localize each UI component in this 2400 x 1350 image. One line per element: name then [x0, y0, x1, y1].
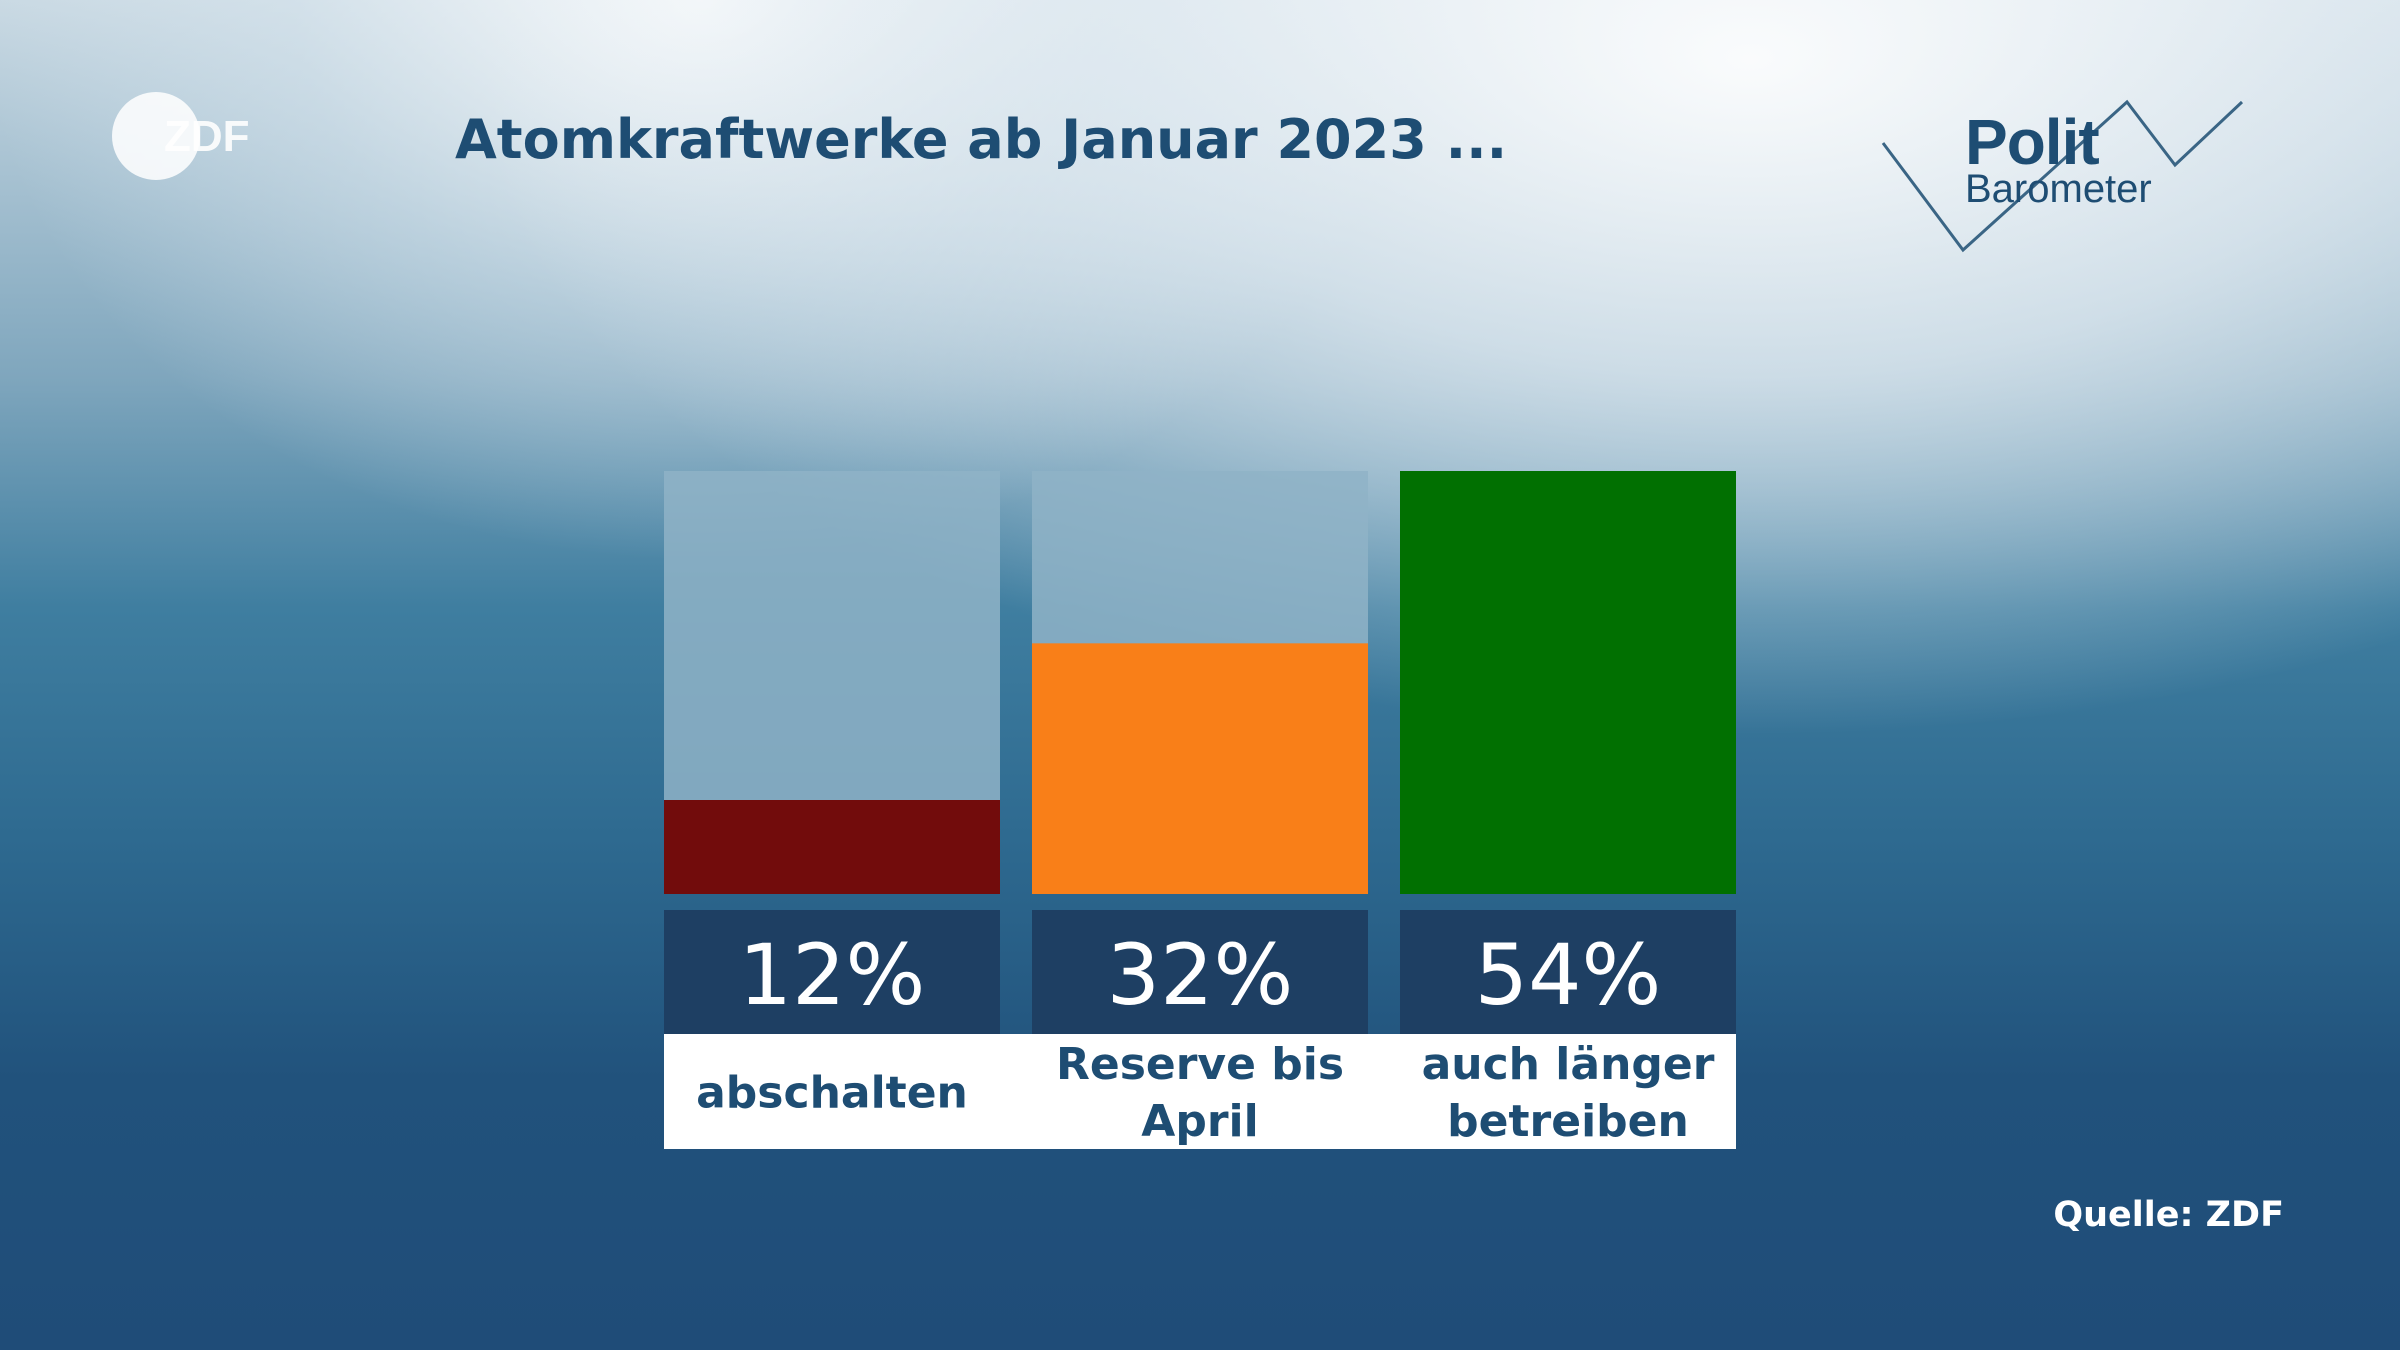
bar [664, 800, 1000, 894]
category-label: abschalten [696, 1068, 968, 1119]
category-label-line: abschalten [696, 1068, 968, 1119]
chart-title: Atomkraftwerke ab Januar 2023 ... [455, 108, 1508, 171]
zdf-logo: ZDF [112, 92, 250, 180]
polit-word: Polit [1965, 106, 2100, 178]
zdf-logo-circle [112, 92, 200, 180]
value-label-box [1400, 910, 1736, 1034]
barometer-word: Barometer [1965, 167, 2152, 211]
politbarometer-logo: Polit Barometer [1875, 95, 2250, 260]
category-label-line: betreiben [1447, 1096, 1689, 1147]
bar [1032, 643, 1368, 894]
politbarometer-zigzag-icon [1881, 99, 2244, 253]
value-label-box [1032, 910, 1368, 1034]
bar [1400, 471, 1736, 894]
value-label: 32% [1107, 926, 1294, 1024]
category-label-line: April [1141, 1096, 1258, 1147]
source-note: Quelle: ZDF [2053, 1195, 2284, 1235]
category-label: Reserve bis April [1056, 1039, 1344, 1147]
category-label: auch länger betreiben [1422, 1039, 1715, 1147]
category-label-band [664, 1034, 1736, 1149]
value-label: 12% [739, 926, 926, 1024]
category-label-line: Reserve bis [1056, 1039, 1344, 1090]
value-label: 54% [1475, 926, 1662, 1024]
zdf-logo-text: ZDF [164, 112, 250, 161]
category-label-line: auch länger [1422, 1039, 1715, 1090]
value-label-box [664, 910, 1000, 1034]
